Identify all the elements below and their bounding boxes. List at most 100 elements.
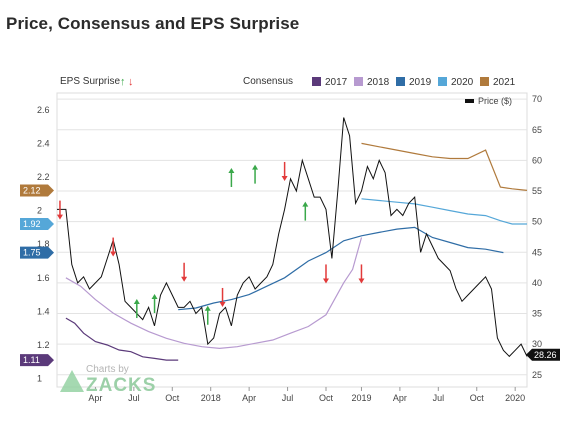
price-badge-label: 28.26 <box>534 350 557 360</box>
eps-surprise-marker-up <box>151 294 158 313</box>
left-tick-label: 2 <box>37 206 42 216</box>
left-tick-label: 1 <box>37 374 42 384</box>
eps-surprise-marker-down <box>56 200 63 220</box>
x-tick-label: Apr <box>88 393 102 403</box>
right-tick-label: 50 <box>532 217 542 227</box>
legend-year-2021: 2021 <box>493 77 516 88</box>
legend-swatch-2017 <box>312 77 321 86</box>
eps-surprise-legend: EPS Surprise <box>60 76 120 87</box>
zacks-watermark: Charts by ZACKS <box>60 364 156 396</box>
eps-surprise-marker-up <box>228 168 235 187</box>
right-tick-label: 40 <box>532 278 542 288</box>
right-tick-label: 70 <box>532 94 542 104</box>
legend-year-2020: 2020 <box>451 77 474 88</box>
consensus-line-2018 <box>65 237 363 350</box>
right-tick-label: 35 <box>532 309 542 319</box>
plot-area <box>56 92 528 388</box>
consensus-badge-1.11: 1.11 <box>20 354 54 367</box>
eps-surprise-marker-up <box>204 305 211 325</box>
up-arrow-icon <box>151 294 158 299</box>
x-tick-label: Oct <box>165 393 180 403</box>
price-legend-swatch <box>465 99 474 103</box>
right-tick-label: 25 <box>532 370 542 380</box>
consensus-line-2020 <box>361 198 527 225</box>
badge-label: 2.12 <box>23 185 41 195</box>
left-tick-label: 1.6 <box>37 273 50 283</box>
legend-year-2019: 2019 <box>409 77 432 88</box>
up-arrow-icon <box>252 164 259 170</box>
down-arrow-icon <box>358 278 365 284</box>
down-arrow-icon <box>110 251 117 257</box>
eps-surprise-marker-up <box>302 201 309 221</box>
eps-surprise-marker-up <box>133 299 140 319</box>
badge-label: 1.75 <box>23 248 41 258</box>
consensus-badge-1.75: 1.75 <box>20 246 54 259</box>
consensus-legend: Consensus <box>243 76 293 87</box>
legend-swatch-2020 <box>438 77 447 86</box>
x-tick-label: Jul <box>433 393 445 403</box>
badge-shape <box>20 246 54 259</box>
left-tick-label: 1.2 <box>37 340 50 350</box>
left-tick-label: 1.4 <box>37 306 50 316</box>
x-tick-label: Apr <box>242 393 256 403</box>
watermark-brand: ZACKS <box>86 375 156 396</box>
right-tick-label: 65 <box>532 125 542 135</box>
x-tick-label: Oct <box>319 393 334 403</box>
x-tick-label: Jul <box>128 393 140 403</box>
up-arrow-icon <box>302 201 309 207</box>
eps-surprise-marker-down <box>219 287 226 307</box>
down-arrow-icon <box>281 175 288 181</box>
x-tick-label: 2019 <box>351 393 371 403</box>
legend-swatch-2018 <box>354 77 363 86</box>
right-tick-label: 30 <box>532 339 542 349</box>
eps-surprise-marker-down <box>358 264 365 284</box>
down-arrow-icon <box>181 276 188 282</box>
right-tick-label: 45 <box>532 247 542 257</box>
eps-surprise-marker-down <box>322 264 329 284</box>
price-badge-shape <box>526 348 560 361</box>
left-tick-label: 2.4 <box>37 138 50 148</box>
badge-shape <box>20 218 54 231</box>
eps-up-arrow-icon: ↑ <box>120 76 126 88</box>
eps-surprise-marker-up <box>252 164 259 184</box>
down-arrow-icon <box>219 301 226 307</box>
left-tick-label: 2.6 <box>37 105 50 115</box>
consensus-badge-2.12: 2.12 <box>20 184 54 197</box>
page-title: Price, Consensus and EPS Surprise <box>6 14 300 33</box>
consensus-line-2017 <box>65 317 179 361</box>
eps-down-arrow-icon: ↓ <box>128 76 134 88</box>
price-legend: Price ($) <box>478 96 512 106</box>
badge-label: 1.92 <box>23 219 41 229</box>
x-tick-label: 2020 <box>505 393 525 403</box>
badge-shape <box>20 184 54 197</box>
eps-surprise-marker-down <box>110 237 117 257</box>
down-arrow-icon <box>322 278 329 284</box>
zacks-logo-icon <box>60 370 84 392</box>
right-tick-label: 55 <box>532 186 542 196</box>
badge-shape <box>20 354 54 367</box>
left-tick-label: 1.8 <box>37 239 50 249</box>
up-arrow-icon <box>228 168 235 173</box>
watermark-prefix: Charts by <box>86 364 129 375</box>
x-tick-label: Apr <box>393 393 407 403</box>
eps-surprise-marker-down <box>181 262 188 282</box>
consensus-line-2021 <box>361 142 528 191</box>
consensus-badge-1.92: 1.92 <box>20 218 54 231</box>
legend-swatch-2019 <box>396 77 405 86</box>
eps-surprise-marker-down <box>281 161 288 181</box>
price-line <box>57 117 528 358</box>
x-tick-label: Oct <box>470 393 485 403</box>
down-arrow-icon <box>56 214 63 220</box>
legend-year-2017: 2017 <box>325 77 348 88</box>
legend-swatch-2021 <box>480 77 489 86</box>
right-tick-label: 60 <box>532 155 542 165</box>
up-arrow-icon <box>204 305 211 311</box>
left-tick-label: 2.2 <box>37 172 50 182</box>
consensus-line-2019 <box>178 226 504 311</box>
up-arrow-icon <box>133 299 140 305</box>
price-badge: 28.26 <box>526 348 560 361</box>
legend-year-2018: 2018 <box>367 77 390 88</box>
badge-label: 1.11 <box>23 355 40 365</box>
x-tick-label: Jul <box>282 393 294 403</box>
